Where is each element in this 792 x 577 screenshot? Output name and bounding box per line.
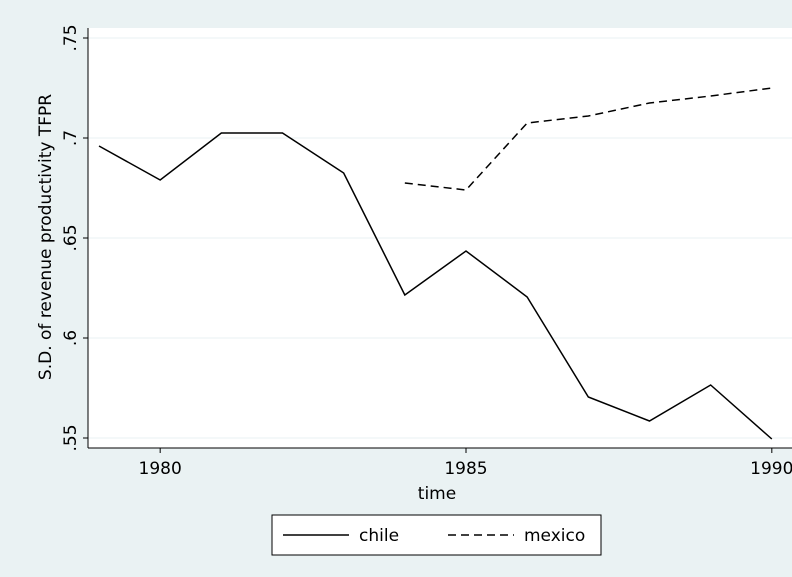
y-axis-label: S.D. of revenue productivity TFPR xyxy=(36,94,56,380)
y-tick-label: .7 xyxy=(61,130,81,146)
x-tick-label: 1980 xyxy=(139,459,182,479)
legend-label: chile xyxy=(359,526,399,546)
y-tick-label: .65 xyxy=(61,224,81,251)
x-tick-label: 1985 xyxy=(444,459,487,479)
y-tick-label: .6 xyxy=(61,330,81,346)
legend-label: mexico xyxy=(524,526,585,546)
x-tick-label: 1990 xyxy=(750,459,792,479)
y-tick-label: .55 xyxy=(61,424,81,451)
x-axis-label: time xyxy=(418,484,456,504)
series-line xyxy=(98,132,773,440)
series-line xyxy=(404,87,772,191)
y-tick-label: .75 xyxy=(61,24,81,51)
